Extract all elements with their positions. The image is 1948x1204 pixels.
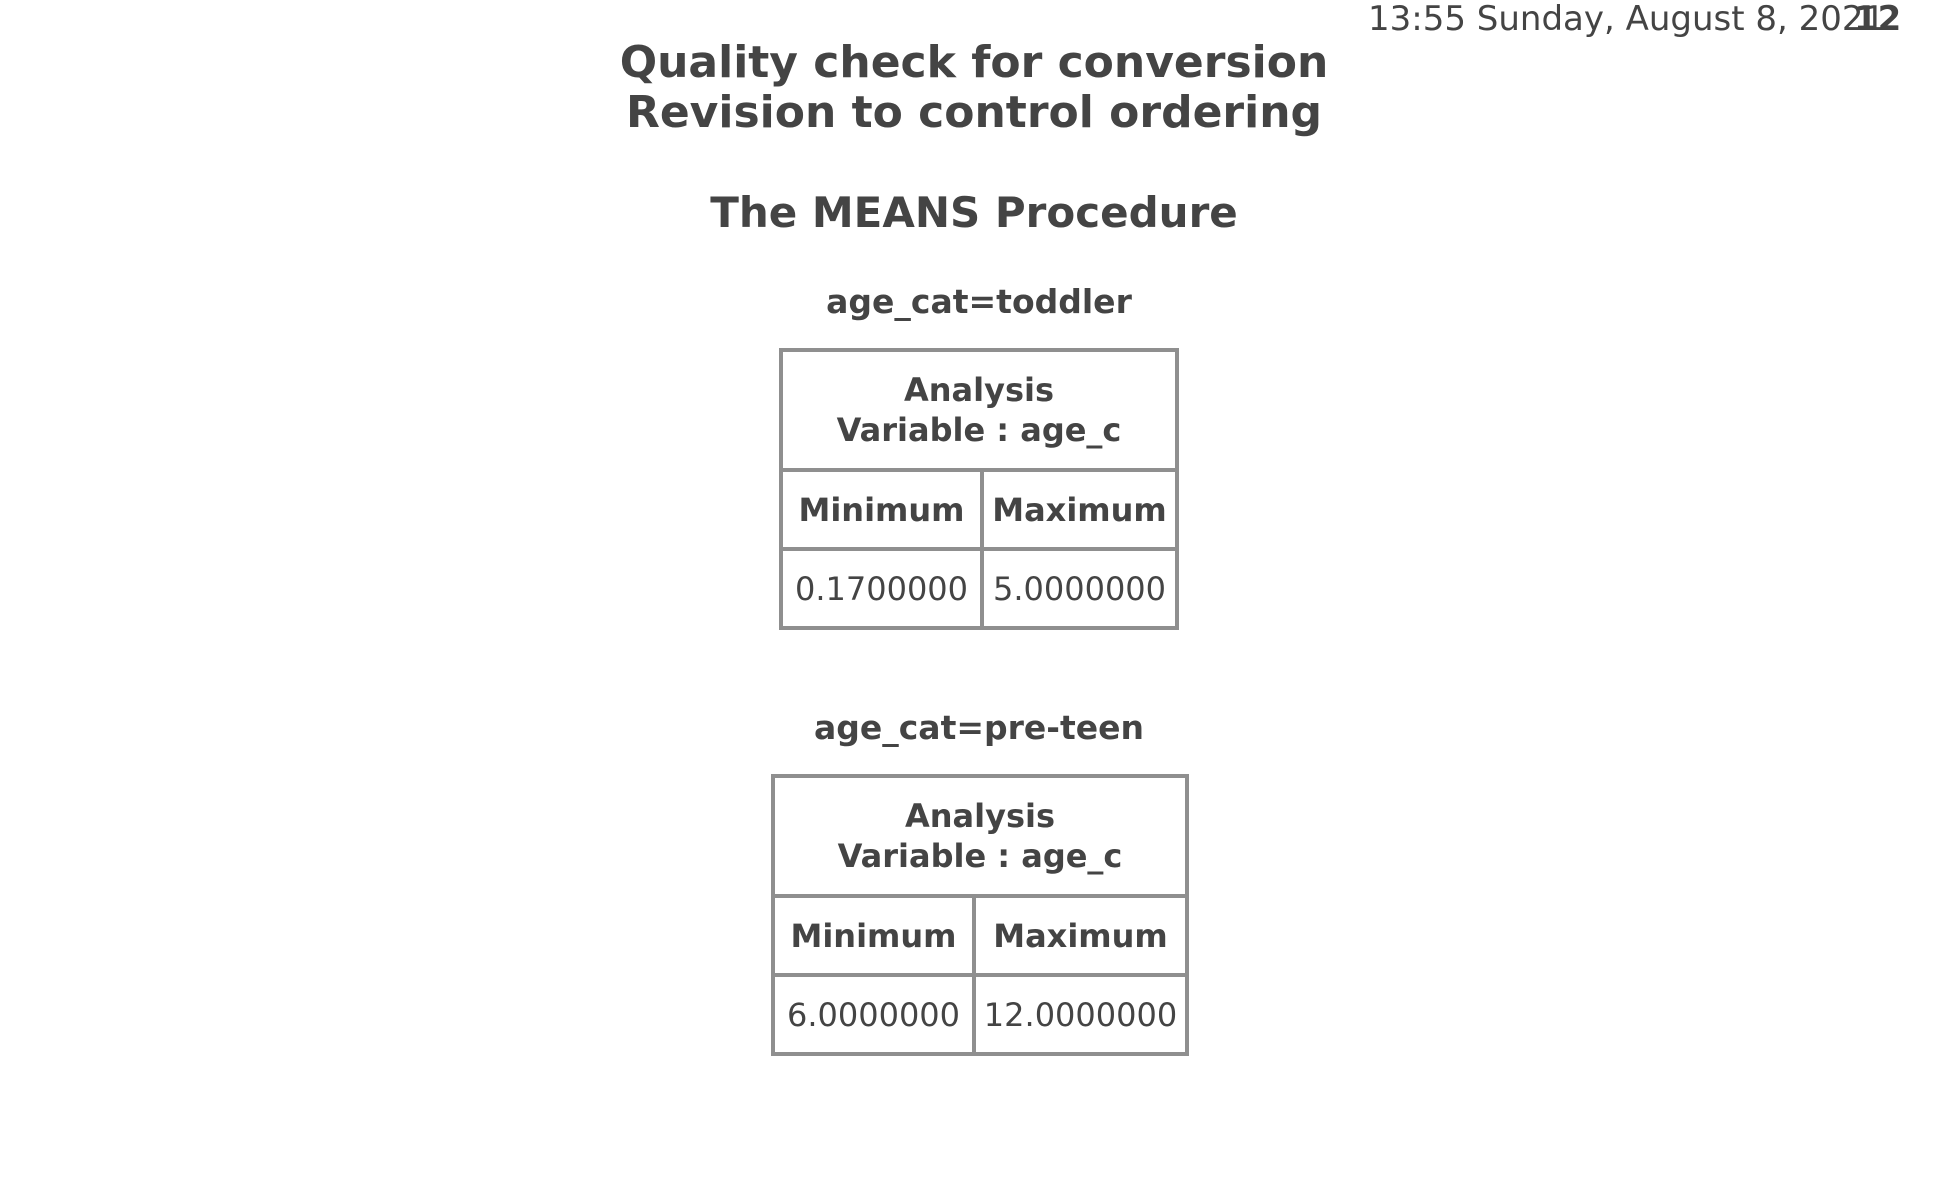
variable-label: Variable : age_c	[836, 411, 1122, 449]
procedure-title: The MEANS Procedure	[710, 188, 1238, 237]
cell-maximum: 5.0000000	[980, 547, 1179, 630]
column-header-maximum: Maximum	[980, 468, 1179, 551]
analysis-variable-header: Analysis Variable : age_c	[779, 348, 1179, 472]
means-table-pre-teen: Analysis Variable : age_c Minimum Maximu…	[771, 774, 1189, 1056]
analysis-label: Analysis	[904, 797, 1056, 835]
report-datetime: 13:55 Sunday, August 8, 2021	[1368, 0, 1886, 39]
column-header-maximum: Maximum	[972, 894, 1189, 977]
page-number: 12	[1854, 0, 1902, 39]
cell-minimum: 6.0000000	[771, 973, 976, 1056]
cell-minimum: 0.1700000	[779, 547, 984, 630]
column-header-minimum: Minimum	[771, 894, 976, 977]
by-group-label-toddler: age_cat=toddler	[826, 282, 1132, 321]
by-group-label-pre-teen: age_cat=pre-teen	[813, 708, 1145, 747]
cell-maximum: 12.0000000	[972, 973, 1189, 1056]
report-title-line-2: Revision to control ordering	[625, 87, 1323, 138]
report-title-line-1: Quality check for conversion	[619, 37, 1329, 88]
variable-label: Variable : age_c	[837, 837, 1123, 875]
means-table-toddler: Analysis Variable : age_c Minimum Maximu…	[779, 348, 1179, 630]
column-header-minimum: Minimum	[779, 468, 984, 551]
analysis-variable-header: Analysis Variable : age_c	[771, 774, 1189, 898]
analysis-label: Analysis	[903, 371, 1055, 409]
